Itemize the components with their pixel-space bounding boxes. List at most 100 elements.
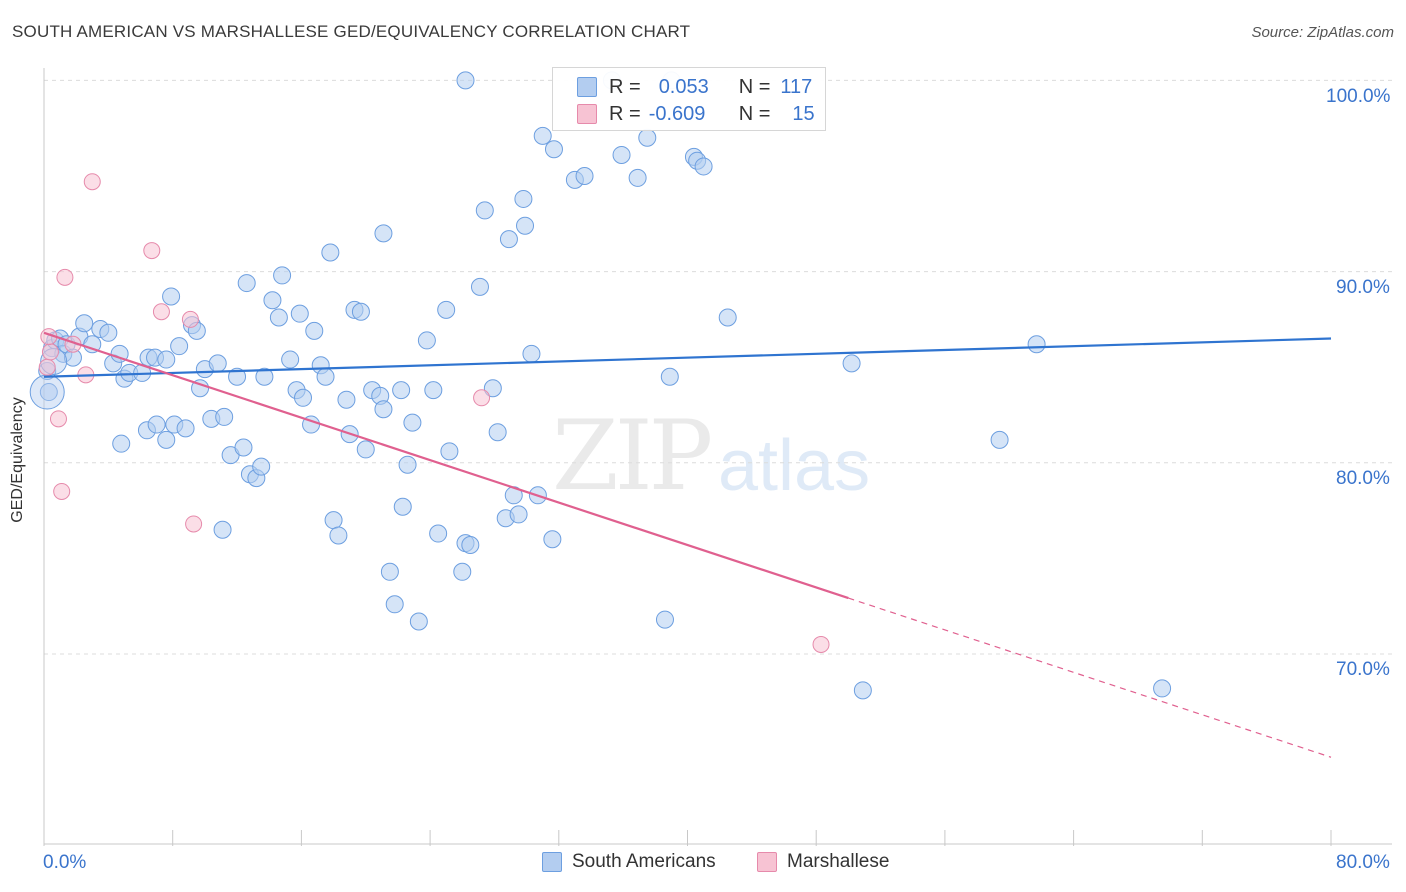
point-marshallese	[53, 482, 71, 500]
point-south-americans	[470, 277, 489, 296]
point-south-americans	[324, 511, 343, 530]
point-south-americans	[437, 300, 456, 319]
x-tick-label-min: 0.0%	[43, 852, 87, 873]
point-south-americans	[424, 381, 443, 400]
legend-blue-swatch	[542, 852, 562, 872]
point-south-americans	[429, 524, 448, 543]
point-south-americans	[316, 367, 335, 386]
x-tick-label-max: 80.0%	[1336, 852, 1390, 873]
legend-blue-label: South Americans	[572, 851, 716, 872]
legend-south-americans[interactable]: South Americans	[542, 851, 716, 873]
stats-box: R = 0.053 N = 117 R = -0.609 N = 15	[552, 67, 826, 131]
point-south-americans	[269, 308, 288, 327]
pink-r-label: R =	[609, 102, 641, 125]
point-south-americans	[398, 455, 417, 474]
y-tick-label-70: 70.0%	[1336, 659, 1390, 680]
point-south-americans	[234, 438, 253, 457]
point-south-americans	[1027, 335, 1046, 354]
point-south-americans	[488, 423, 507, 442]
pink-swatch	[577, 104, 597, 124]
watermark-atlas: atlas	[718, 426, 871, 506]
point-south-americans	[329, 526, 348, 545]
point-south-americans	[374, 400, 393, 419]
source-note: Source: ZipAtlas.com	[1251, 24, 1394, 41]
point-south-americans	[543, 530, 562, 549]
stats-row-blue: R = 0.053 N = 117	[577, 73, 812, 101]
point-south-americans	[499, 230, 518, 249]
point-south-americans	[655, 610, 674, 629]
point-south-americans	[337, 390, 356, 409]
point-south-americans	[208, 354, 227, 373]
point-south-americans	[522, 344, 541, 363]
point-marshallese	[38, 358, 56, 376]
point-south-americans	[294, 388, 313, 407]
pink-n-value: 15	[792, 102, 815, 125]
point-south-americans	[461, 536, 480, 555]
point-south-americans	[83, 335, 102, 354]
point-south-americans	[990, 430, 1009, 449]
point-south-americans	[305, 321, 324, 340]
point-south-americans	[718, 308, 737, 327]
point-marshallese	[41, 343, 59, 361]
pink-r-value: -0.609	[648, 102, 706, 125]
point-south-americans	[263, 291, 282, 310]
point-south-americans	[403, 413, 422, 432]
legend-marshallese[interactable]: Marshallese	[757, 851, 889, 873]
point-south-americans	[509, 505, 528, 524]
point-south-americans	[170, 337, 189, 356]
point-marshallese	[185, 515, 203, 533]
trendline-marshallese-extension	[848, 597, 1332, 758]
point-south-americans	[483, 379, 502, 398]
blue-r-label: R =	[609, 75, 641, 98]
point-marshallese	[83, 173, 101, 191]
point-marshallese	[181, 310, 199, 328]
blue-n-label: N =	[738, 75, 771, 98]
point-south-americans	[417, 331, 436, 350]
y-tick-label-80: 80.0%	[1336, 468, 1390, 489]
point-south-americans	[281, 350, 300, 369]
point-south-americans	[409, 612, 428, 631]
point-south-americans	[514, 189, 533, 208]
point-south-americans	[628, 168, 647, 187]
y-tick-label-100: 100.0%	[1326, 86, 1391, 107]
point-south-americans	[147, 415, 166, 434]
point-south-americans	[228, 367, 247, 386]
point-south-americans	[99, 323, 118, 342]
point-south-americans	[321, 243, 340, 262]
legend-pink-swatch	[757, 852, 777, 872]
point-south-americans	[533, 126, 552, 145]
point-south-americans	[29, 374, 65, 410]
point-south-americans	[475, 201, 494, 220]
point-south-americans	[853, 681, 872, 700]
blue-n-value: 117	[780, 75, 813, 98]
point-south-americans	[290, 304, 309, 323]
point-marshallese	[143, 242, 161, 260]
trendline-south-americans	[43, 337, 1332, 378]
point-south-americans	[1153, 679, 1172, 698]
point-south-americans	[842, 354, 861, 373]
point-south-americans	[392, 381, 411, 400]
watermark-zip: ZIP	[552, 400, 713, 512]
point-south-americans	[252, 457, 271, 476]
point-south-americans	[75, 314, 94, 333]
point-south-americans	[385, 595, 404, 614]
point-south-americans	[237, 274, 256, 293]
point-south-americans	[356, 440, 375, 459]
trendline-marshallese	[43, 331, 849, 600]
point-south-americans	[453, 562, 472, 581]
point-marshallese	[152, 303, 170, 321]
point-south-americans	[612, 145, 631, 164]
point-marshallese	[473, 389, 491, 407]
point-south-americans	[112, 434, 131, 453]
y-tick-label-90: 90.0%	[1336, 277, 1390, 298]
point-south-americans	[351, 302, 370, 321]
point-south-americans	[516, 216, 535, 235]
point-south-americans	[273, 266, 292, 285]
legend-pink-label: Marshallese	[787, 851, 890, 872]
pink-n-label: N =	[738, 102, 771, 125]
point-south-americans	[393, 497, 412, 516]
point-south-americans	[380, 562, 399, 581]
stats-row-pink: R = -0.609 N = 15	[577, 100, 815, 128]
point-south-americans	[440, 442, 459, 461]
blue-swatch	[577, 77, 597, 97]
